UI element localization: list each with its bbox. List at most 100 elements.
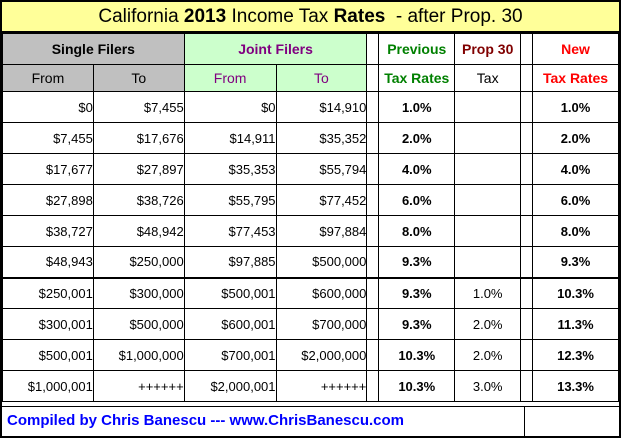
table-row: $17,677 $27,897 $35,353 $55,794 4.0% 4.0… (2, 153, 619, 185)
spacer-cell (520, 308, 534, 340)
previous-rate-cell: 6.0% (378, 184, 456, 216)
new-rate-cell: 6.0% (532, 184, 619, 216)
previous-rate-cell: 9.3% (378, 246, 456, 278)
joint-from-cell: $2,000,001 (183, 370, 277, 402)
spacer-cell (366, 91, 380, 123)
prop30-rate-cell (454, 246, 522, 278)
spacer-cell (520, 339, 534, 371)
single-to-cell: $17,676 (92, 122, 185, 154)
previous-rates-subheader: Tax Rates (378, 64, 456, 92)
new-rate-cell: 2.0% (532, 122, 619, 154)
single-to-cell: $38,726 (92, 184, 185, 216)
new-rate-cell: 13.3% (532, 370, 619, 402)
previous-rate-cell: 1.0% (378, 91, 456, 123)
prop30-header: Prop 30 (454, 33, 522, 65)
joint-from-cell: $55,795 (183, 184, 277, 216)
prop30-rate-cell (454, 91, 522, 123)
single-from-cell: $500,001 (2, 339, 94, 371)
joint-to-cell: $97,884 (275, 215, 368, 247)
previous-rate-cell: 9.3% (378, 276, 456, 309)
new-rate-cell: 4.0% (532, 153, 619, 185)
new-rate-cell: 10.3% (532, 276, 619, 309)
joint-filers-header: Joint Filers (183, 33, 368, 65)
footer-bar: Compiled by Chris Banescu --- www.ChrisB… (2, 406, 619, 437)
prop30-rate-cell: 1.0% (454, 276, 522, 309)
prop30-rate-cell: 2.0% (454, 339, 522, 371)
previous-rate-cell: 4.0% (378, 153, 456, 185)
spacer-cell (366, 153, 380, 185)
new-rates-header: New (532, 33, 619, 65)
single-to-cell: $7,455 (92, 91, 185, 123)
title-middle: Income Tax (226, 6, 334, 27)
header-row-1: Single Filers Joint Filers Previous Prop… (2, 33, 619, 65)
spacer-cell (366, 276, 380, 309)
spacer-cell (520, 122, 534, 154)
joint-to-header: To (275, 64, 368, 92)
single-to-cell: $250,000 (92, 246, 185, 278)
new-rate-cell: 1.0% (532, 91, 619, 123)
new-rate-cell: 8.0% (532, 215, 619, 247)
new-rate-cell: 11.3% (532, 308, 619, 340)
previous-rate-cell: 10.3% (378, 370, 456, 402)
previous-rate-cell: 9.3% (378, 308, 456, 340)
spacer-cell (366, 308, 380, 340)
prop30-rate-cell (454, 153, 522, 185)
spacer-cell (520, 33, 534, 65)
table-row: $27,898 $38,726 $55,795 $77,452 6.0% 6.0… (2, 184, 619, 216)
previous-rate-cell: 10.3% (378, 339, 456, 371)
table-row: $1,000,001 ++++++ $2,000,001 ++++++ 10.3… (2, 370, 619, 402)
spacer-cell (366, 184, 380, 216)
spacer-cell (520, 370, 534, 402)
spacer-cell (366, 122, 380, 154)
joint-from-header: From (183, 64, 277, 92)
spacer-cell (520, 91, 534, 123)
previous-rate-cell: 8.0% (378, 215, 456, 247)
single-from-cell: $48,943 (2, 246, 94, 278)
joint-from-cell: $14,911 (183, 122, 277, 154)
title-rates-word: Rates (333, 6, 386, 27)
spacer-cell (520, 153, 534, 185)
table-row: $38,727 $48,942 $77,453 $97,884 8.0% 8.0… (2, 215, 619, 247)
spacer-cell (520, 215, 534, 247)
single-from-header: From (2, 64, 94, 92)
new-rates-subheader: Tax Rates (532, 64, 619, 92)
joint-from-cell: $700,001 (183, 339, 277, 371)
spacer-cell (520, 184, 534, 216)
joint-to-cell: $77,452 (275, 184, 368, 216)
single-from-cell: $1,000,001 (2, 370, 94, 402)
joint-from-cell: $97,885 (183, 246, 277, 278)
joint-to-cell: $14,910 (275, 91, 368, 123)
joint-from-cell: $600,001 (183, 308, 277, 340)
prop30-rate-cell (454, 122, 522, 154)
single-to-cell: ++++++ (92, 370, 185, 402)
joint-from-cell: $35,353 (183, 153, 277, 185)
title-suffix: - after Prop. 30 (385, 6, 523, 27)
table-row: $250,001 $300,000 $500,001 $600,000 9.3%… (2, 276, 619, 309)
prop30-rate-cell (454, 215, 522, 247)
single-to-cell: $27,897 (92, 153, 185, 185)
table-row: $0 $7,455 $0 $14,910 1.0% 1.0% (2, 91, 619, 123)
single-to-cell: $300,000 (92, 276, 185, 309)
single-from-cell: $7,455 (2, 122, 94, 154)
table-row: $500,001 $1,000,000 $700,001 $2,000,000 … (2, 339, 619, 371)
title-prefix: California (98, 6, 184, 27)
single-from-cell: $300,001 (2, 308, 94, 340)
new-rate-cell: 9.3% (532, 246, 619, 278)
spacer-cell (366, 370, 380, 402)
previous-rate-cell: 2.0% (378, 122, 456, 154)
previous-rates-header: Previous (378, 33, 456, 65)
spacer-cell (366, 33, 380, 65)
joint-from-cell: $77,453 (183, 215, 277, 247)
single-from-cell: $27,898 (2, 184, 94, 216)
joint-to-cell: $35,352 (275, 122, 368, 154)
single-from-cell: $0 (2, 91, 94, 123)
footer-divider (524, 407, 525, 437)
single-to-cell: $1,000,000 (92, 339, 185, 371)
spacer-cell (366, 64, 380, 92)
joint-from-cell: $0 (183, 91, 277, 123)
spacer-cell (366, 339, 380, 371)
joint-to-cell: $55,794 (275, 153, 368, 185)
tax-rate-table: Single Filers Joint Filers Previous Prop… (2, 33, 619, 402)
spacer-cell (366, 215, 380, 247)
